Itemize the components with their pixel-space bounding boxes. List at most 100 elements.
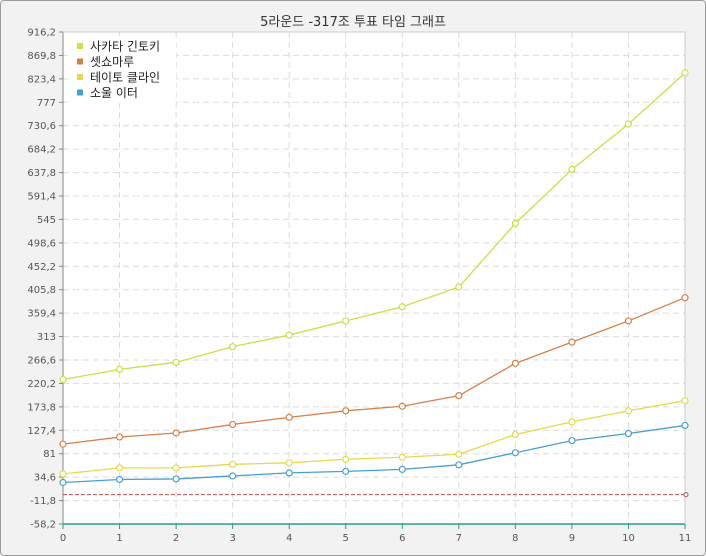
y-tick-label: 637,8: [27, 168, 56, 179]
data-point: [229, 460, 237, 468]
data-point: [455, 461, 463, 469]
chart-title: 5라운드 -317조 투표 타임 그래프: [260, 15, 446, 30]
legend-box: [68, 36, 176, 103]
data-point: [455, 392, 463, 400]
y-tick-label: -11,8: [30, 496, 56, 507]
data-point: [115, 464, 124, 472]
data-point: [59, 440, 67, 448]
y-tick-label: 452,2: [27, 262, 56, 273]
y-tick-label: 266,6: [27, 356, 56, 367]
y-tick-label: 313: [37, 332, 56, 343]
data-point: [172, 358, 180, 366]
data-point: [285, 331, 293, 339]
data-point: [681, 397, 689, 405]
x-tick-label: 6: [399, 533, 405, 544]
data-point: [172, 475, 180, 483]
y-tick-label: 127,4: [27, 426, 56, 437]
y-tick-label: 823,4: [27, 74, 56, 85]
legend-label: 소울 이터: [90, 86, 138, 100]
data-point: [229, 343, 237, 351]
data-point: [568, 418, 576, 426]
data-point: [115, 365, 124, 373]
legend-label: 사카타 긴토키: [90, 40, 160, 54]
series-group: [59, 69, 689, 487]
reference-line-group: [63, 492, 689, 498]
legend-swatch: [77, 58, 83, 65]
y-tick-label: 220,2: [27, 379, 56, 390]
y-tick-label: 34,6: [34, 473, 56, 484]
x-tick-label: 10: [622, 533, 635, 544]
plot-area: [63, 32, 685, 524]
data-point: [342, 407, 350, 415]
y-tick-label: 591,4: [27, 192, 56, 203]
data-point: [568, 338, 576, 346]
series-line: [62, 297, 686, 445]
series-line: [62, 72, 686, 381]
x-tick-label: 0: [60, 533, 66, 544]
data-point: [285, 469, 293, 477]
y-tick-label: 81: [43, 449, 56, 460]
data-point: [624, 120, 633, 128]
data-point: [59, 470, 67, 478]
data-point: [172, 429, 180, 437]
data-point: [398, 402, 406, 410]
legend-swatch: [77, 43, 83, 49]
y-tick-label: -58,2: [30, 520, 56, 531]
y-tick-label: 684,2: [27, 145, 56, 156]
grid: [63, 32, 685, 524]
data-point: [511, 219, 519, 228]
data-point: [681, 69, 689, 77]
data-point: [285, 413, 293, 421]
data-point: [229, 472, 237, 480]
y-tick-label: 405,8: [27, 285, 56, 296]
reference-line-marker: [683, 492, 689, 498]
data-point: [624, 407, 633, 415]
y-tick-label: 173,8: [27, 402, 56, 413]
data-point: [398, 465, 406, 473]
x-tick-label: 5: [343, 533, 349, 544]
data-point: [115, 433, 124, 441]
data-point: [511, 359, 519, 367]
data-point: [568, 436, 576, 445]
data-point: [398, 453, 406, 461]
series-line: [62, 400, 686, 475]
x-tick-label: 3: [229, 533, 235, 544]
legend-label: 테이토 클라인: [90, 71, 160, 85]
data-point: [342, 467, 350, 475]
data-point: [115, 475, 124, 484]
x-tick-label: 11: [679, 533, 692, 544]
data-point: [172, 464, 180, 472]
x-tick-label: 2: [173, 533, 179, 544]
y-tick-label: 869,8: [27, 51, 56, 62]
x-tick-label: 8: [512, 533, 518, 544]
data-point: [342, 455, 350, 463]
legend-swatch: [77, 74, 83, 80]
series-line: [62, 424, 686, 484]
y-tick-label: 359,4: [27, 309, 56, 320]
axes: 916,2869,8823,4777730,6684,2637,8591,454…: [27, 28, 691, 545]
data-point: [455, 283, 463, 291]
data-point: [568, 165, 576, 174]
data-point: [398, 303, 406, 311]
data-point: [624, 317, 633, 325]
y-tick-label: 916,2: [27, 28, 56, 39]
data-point: [59, 478, 67, 487]
y-tick-label: 730,6: [27, 121, 56, 132]
x-tick-label: 7: [456, 533, 462, 544]
x-tick-label: 9: [569, 533, 575, 544]
data-point: [59, 375, 67, 384]
data-point: [681, 294, 689, 302]
data-point: [285, 459, 293, 467]
legend-swatch: [77, 89, 83, 96]
data-point: [342, 317, 350, 325]
y-tick-label: 545: [37, 215, 56, 226]
data-point: [511, 430, 519, 439]
y-tick-label: 498,6: [27, 238, 56, 249]
x-tick-label: 4: [286, 533, 292, 544]
x-tick-label: 1: [116, 533, 122, 544]
data-point: [229, 420, 237, 429]
legend-label: 셋쇼마루: [90, 55, 134, 69]
data-point: [624, 429, 633, 438]
